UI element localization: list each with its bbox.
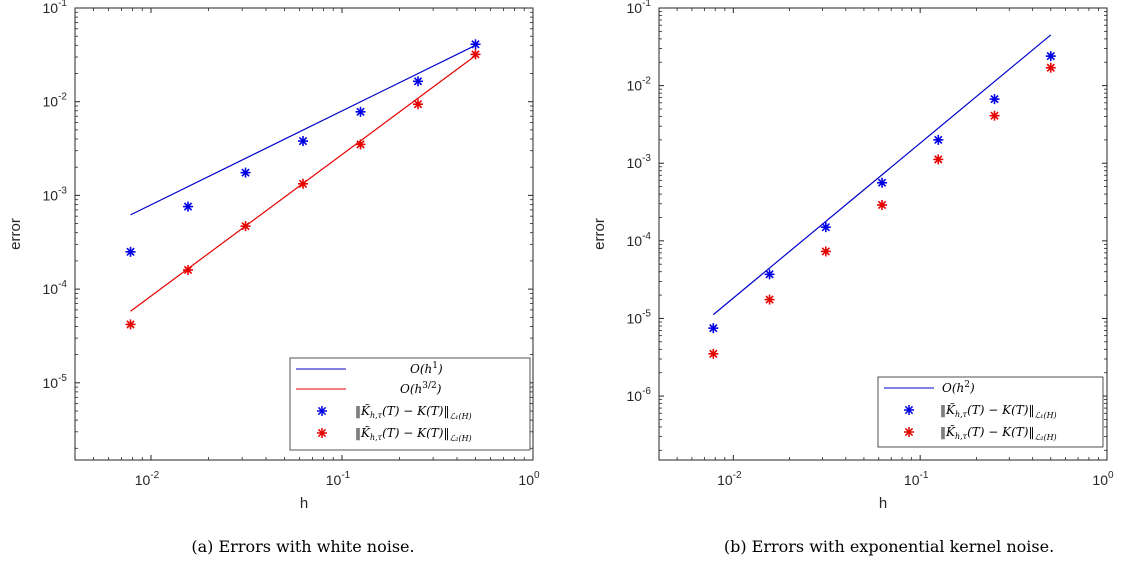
data-point (298, 179, 308, 189)
x-tick-label: 100 (1092, 470, 1114, 488)
legend-marker-l1-a (317, 406, 327, 416)
x-tick-label: 10-1 (904, 470, 929, 488)
data-point (356, 107, 366, 117)
legend-marker-l2-b (904, 427, 914, 437)
data-point (183, 265, 193, 275)
data-point (298, 136, 308, 146)
data-point (356, 139, 366, 149)
y-tick-label: 10-5 (43, 373, 68, 391)
data-point (413, 99, 423, 109)
x-tick-label: 10-1 (326, 470, 351, 488)
data-point (1046, 63, 1056, 73)
data-point (241, 168, 251, 178)
panel-b: 10-6 10-5 10-4 10-3 10-2 10-1 10-2 10-1 100 h e… (591, 0, 1114, 556)
data-point (126, 247, 136, 257)
y-tick-label: 10-1 (43, 0, 68, 16)
data-point (241, 221, 251, 231)
data-point (471, 49, 481, 59)
x-axis-label-a: h (300, 495, 308, 512)
legend-label-oh1: O(h1) (410, 361, 443, 376)
data-point (933, 135, 943, 145)
data-point (126, 319, 136, 329)
y-tick-label: 10-1 (627, 0, 652, 16)
y-tick-label: 10-3 (627, 153, 652, 171)
legend-label-oh2: O(h2) (942, 380, 975, 395)
data-point (1046, 51, 1056, 61)
data-point (990, 111, 1000, 121)
x-tick-label: 10-2 (135, 470, 160, 488)
data-point (413, 76, 423, 86)
y-axis-label-a: error (7, 218, 24, 250)
x-tick-label: 10-2 (717, 470, 742, 488)
data-point (471, 39, 481, 49)
data-point (708, 323, 718, 333)
data-point (821, 246, 831, 256)
caption-a: (a) Errors with white noise. (191, 537, 414, 556)
y-tick-label: 10-2 (627, 76, 652, 94)
x-axis-label-b: h (879, 495, 887, 512)
data-point (877, 200, 887, 210)
x-tick-label: 100 (518, 470, 540, 488)
panel-a: 10-5 10-4 10-3 10-2 10-1 10-2 10-1 100 h error… (7, 0, 540, 556)
y-tick-label: 10-5 (627, 308, 652, 326)
legend-marker-l2-a (317, 428, 327, 438)
data-point (765, 269, 775, 279)
y-tick-label: 10-4 (43, 279, 68, 297)
data-point (877, 178, 887, 188)
data-point (765, 295, 775, 305)
data-point (821, 222, 831, 232)
y-tick-label: 10-3 (43, 185, 68, 203)
caption-b: (b) Errors with exponential kernel noise… (724, 537, 1054, 556)
y-axis-label-b: error (591, 218, 608, 250)
y-tick-label: 10-4 (627, 231, 652, 249)
data-point (933, 154, 943, 164)
legend-a: O(h1) O(h3/2) ‖K̃h,τ(T) − K(T)‖ℒ₁(H) ‖K̃… (290, 358, 530, 450)
legend-b: O(h2) ‖K̃h,τ(T) − K(T)‖ℒ₁(H) ‖K̃h,τ(T) −… (878, 377, 1103, 447)
legend-marker-l1-b (904, 405, 914, 415)
data-point (183, 202, 193, 212)
data-point (708, 349, 718, 359)
data-point (990, 94, 1000, 104)
y-tick-label: 10-2 (43, 92, 68, 110)
y-tick-label: 10-6 (627, 386, 652, 404)
